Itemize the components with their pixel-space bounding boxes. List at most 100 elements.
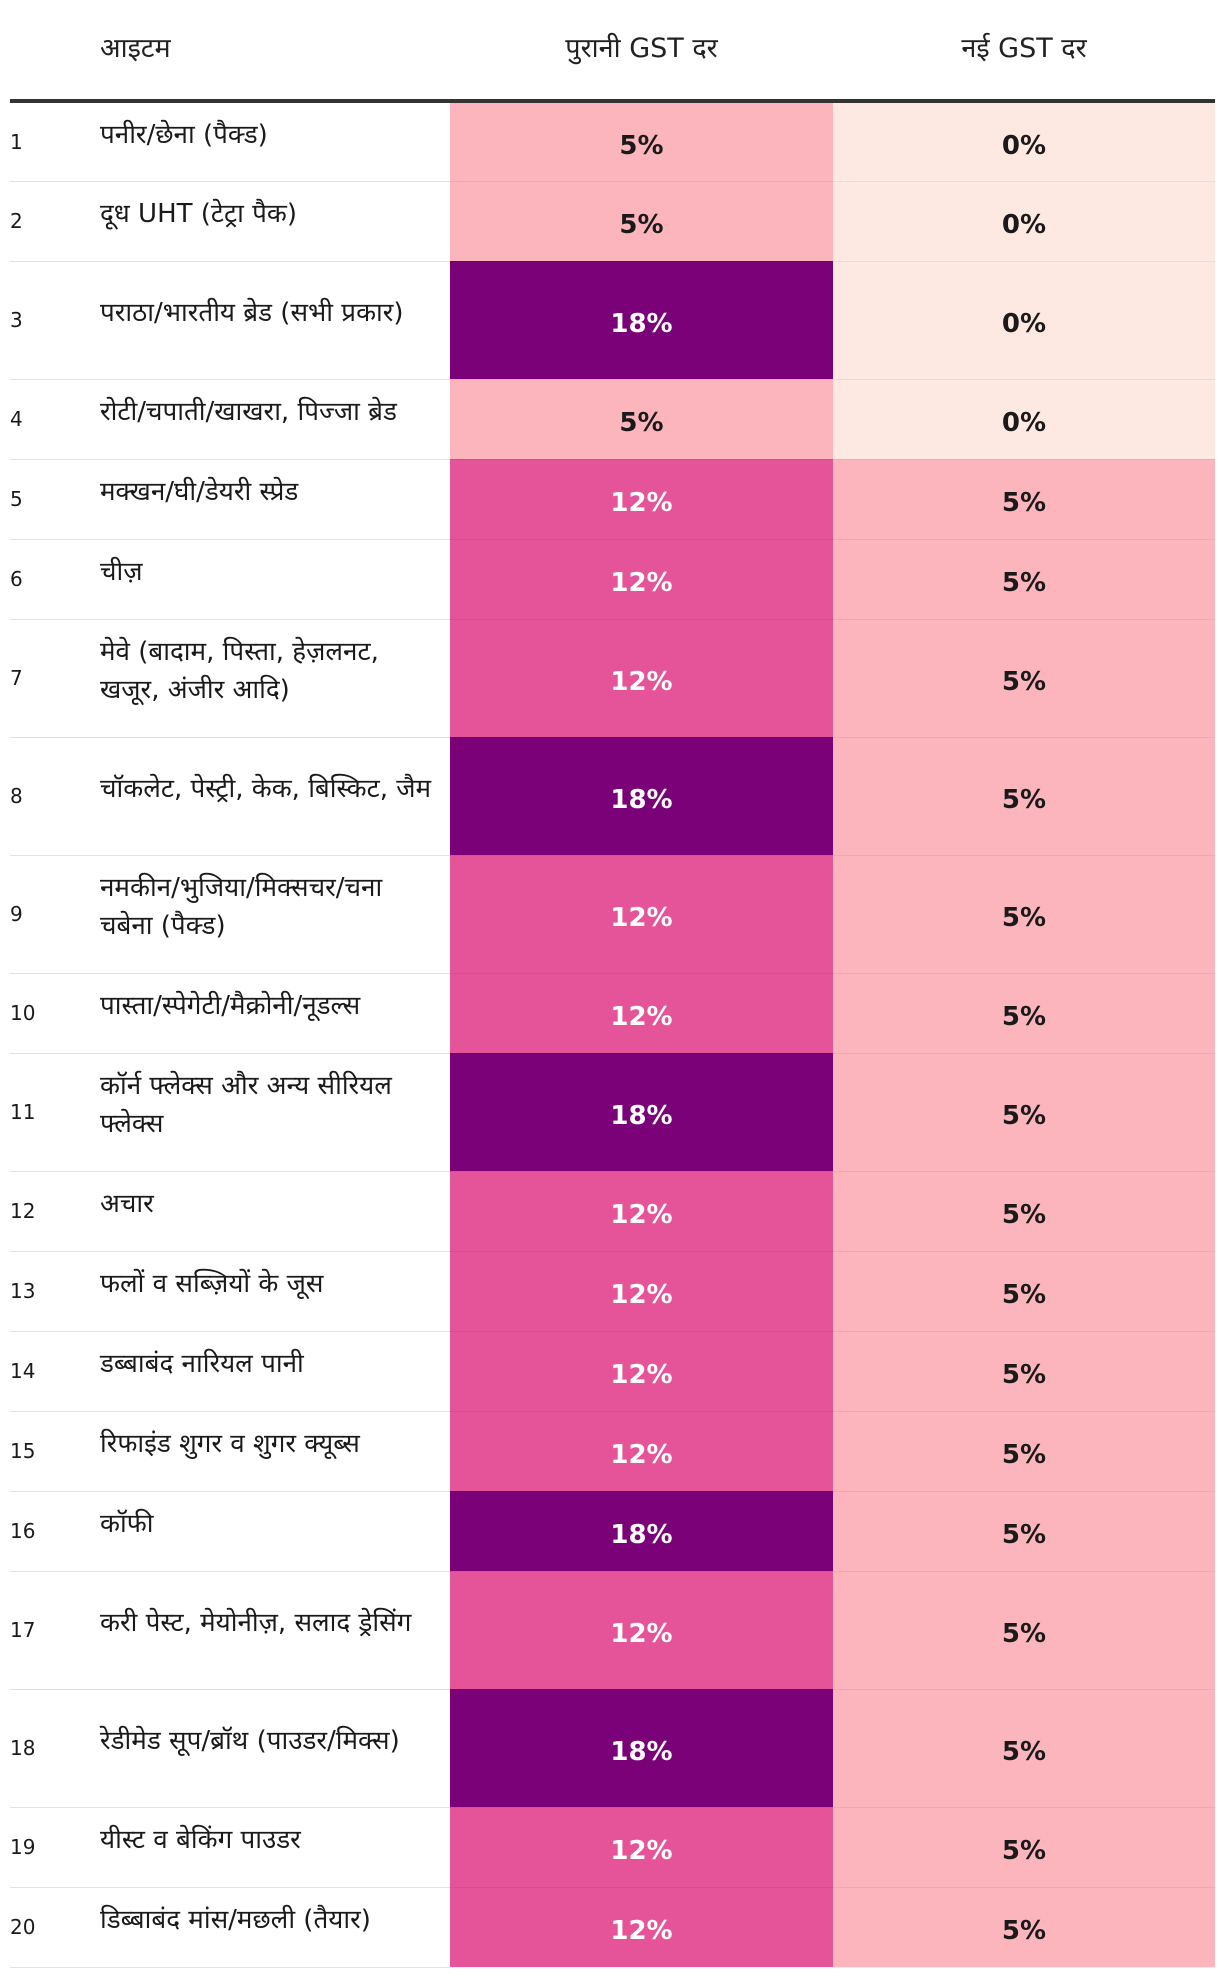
row-item-name-cell: अचार — [100, 1171, 450, 1251]
new-gst-rate-cell: 5% — [833, 539, 1215, 620]
old-gst-rate-value: 18% — [610, 1101, 673, 1131]
table-row: 6 चीज़ 12% 5% — [10, 539, 1215, 620]
row-item-name: चीज़ — [100, 557, 143, 587]
new-gst-rate-value: 5% — [1001, 1619, 1047, 1649]
old-gst-rate-cell: 12% — [450, 619, 833, 738]
row-serial-number: 13 — [10, 1279, 36, 1303]
new-gst-rate-value: 5% — [1001, 568, 1047, 598]
new-gst-rate-value: 5% — [1001, 1360, 1047, 1390]
table-row: 13 फलों व सब्ज़ियों के जूस 12% 5% — [10, 1251, 1215, 1332]
old-gst-rate-value: 12% — [610, 1836, 673, 1866]
header-serial — [10, 0, 100, 103]
old-gst-rate-value: 12% — [610, 1360, 673, 1390]
row-item-name: दूध UHT (टेट्रा पैक) — [100, 199, 298, 229]
new-gst-rate-value: 5% — [1001, 1200, 1047, 1230]
gst-rate-table-container: आइटम पुरानी GST दर नई GST दर 1 पनीर/छेना … — [10, 0, 1215, 1968]
row-item-name-cell: चीज़ — [100, 539, 450, 619]
old-gst-rate-value: 12% — [610, 1200, 673, 1230]
old-gst-rate-cell: 12% — [450, 1807, 833, 1888]
old-gst-rate-value: 12% — [610, 568, 673, 598]
table-row: 14 डब्बाबंद नारियल पानी 12% 5% — [10, 1331, 1215, 1412]
old-gst-rate-value: 12% — [610, 667, 673, 697]
old-gst-rate-value: 5% — [619, 130, 664, 161]
row-item-name: कॉफी — [100, 1509, 154, 1539]
new-gst-rate-cell: 5% — [833, 1411, 1215, 1492]
old-gst-rate-value: 12% — [610, 1619, 673, 1649]
row-item-name: चॉकलेट, पेस्ट्री, केक, बिस्किट, जैम — [100, 774, 432, 804]
new-gst-rate-cell: 5% — [833, 459, 1215, 540]
row-serial-number: 14 — [10, 1359, 36, 1383]
row-item-name-cell: नमकीन/भुजिया/मिक्सचर/चना चबेना (पैक्ड) — [100, 855, 450, 973]
new-gst-rate-cell: 5% — [833, 1807, 1215, 1888]
row-serial-number: 9 — [10, 902, 23, 926]
new-gst-rate-value: 0% — [1001, 309, 1047, 339]
new-gst-rate-cell: 0% — [833, 181, 1215, 262]
row-serial-number: 4 — [10, 407, 23, 431]
row-item-name: यीस्ट व बेकिंग पाउडर — [100, 1825, 301, 1855]
row-item-name-cell: फलों व सब्ज़ियों के जूस — [100, 1251, 450, 1331]
new-gst-rate-cell: 5% — [833, 1689, 1215, 1808]
row-item-name-cell: डिब्बाबंद मांस/मछली (तैयार) — [100, 1887, 450, 1967]
row-serial-number: 3 — [10, 308, 23, 332]
row-serial-number: 11 — [10, 1100, 36, 1124]
old-gst-rate-cell: 12% — [450, 539, 833, 620]
new-gst-rate-value: 5% — [1001, 1916, 1047, 1946]
new-gst-rate-cell: 5% — [833, 1887, 1215, 1968]
old-gst-rate-cell: 12% — [450, 1331, 833, 1412]
new-gst-rate-cell: 5% — [833, 619, 1215, 738]
row-serial-number: 10 — [10, 1001, 36, 1025]
row-item-name: नमकीन/भुजिया/मिक्सचर/चना चबेना (पैक्ड) — [100, 873, 383, 941]
old-gst-rate-cell: 18% — [450, 1689, 833, 1808]
row-item-name-cell: करी पेस्ट, मेयोनीज़, सलाद ड्रेसिंग — [100, 1571, 450, 1689]
old-gst-rate-value: 12% — [610, 1280, 673, 1310]
row-item-name-cell: दूध UHT (टेट्रा पैक) — [100, 181, 450, 261]
table-row: 15 रिफाइंड शुगर व शुगर क्यूब्स 12% 5% — [10, 1411, 1215, 1492]
old-gst-rate-value: 12% — [610, 903, 673, 933]
new-gst-rate-value: 5% — [1001, 1440, 1047, 1470]
row-serial-number: 17 — [10, 1618, 36, 1642]
row-item-name-cell: चॉकलेट, पेस्ट्री, केक, बिस्किट, जैम — [100, 737, 450, 855]
table-row: 7 मेवे (बादाम, पिस्ता, हेज़लनट, खजूर, अंज… — [10, 619, 1215, 738]
row-item-name: फलों व सब्ज़ियों के जूस — [100, 1269, 324, 1299]
new-gst-rate-cell: 5% — [833, 973, 1215, 1054]
new-gst-rate-value: 5% — [1001, 1101, 1047, 1131]
row-item-name-cell: रेडीमेड सूप/ब्रॉथ (पाउडर/मिक्स) — [100, 1689, 450, 1807]
row-serial-number: 20 — [10, 1915, 36, 1939]
header-row: आइटम पुरानी GST दर नई GST दर — [10, 0, 1215, 103]
new-gst-rate-cell: 5% — [833, 1571, 1215, 1690]
old-gst-rate-cell: 18% — [450, 1491, 833, 1572]
new-gst-rate-value: 5% — [1001, 1002, 1047, 1032]
row-item-name: पराठा/भारतीय ब्रेड (सभी प्रकार) — [100, 298, 404, 328]
row-item-name-cell: रिफाइंड शुगर व शुगर क्यूब्स — [100, 1411, 450, 1491]
table-row: 17 करी पेस्ट, मेयोनीज़, सलाद ड्रेसिंग 12% 5… — [10, 1571, 1215, 1690]
old-gst-rate-cell: 12% — [450, 1411, 833, 1492]
old-gst-rate-cell: 5% — [450, 379, 833, 460]
old-gst-rate-cell: 12% — [450, 1571, 833, 1690]
table-row: 4 रोटी/चपाती/खाखरा, पिज्जा ब्रेड 5% 0% — [10, 379, 1215, 460]
table-row: 11 कॉर्न फ्लेक्स और अन्य सीरियल फ्लेक्स 18… — [10, 1053, 1215, 1172]
new-gst-rate-cell: 5% — [833, 855, 1215, 974]
old-gst-rate-cell: 18% — [450, 737, 833, 856]
table-row: 1 पनीर/छेना (पैक्ड) 5% 0% — [10, 101, 1215, 182]
old-gst-rate-cell: 12% — [450, 1887, 833, 1968]
row-item-name: डब्बाबंद नारियल पानी — [100, 1349, 304, 1379]
row-item-name: पनीर/छेना (पैक्ड) — [100, 119, 268, 150]
table-row: 9 नमकीन/भुजिया/मिक्सचर/चना चबेना (पैक्ड) 1… — [10, 855, 1215, 974]
old-gst-rate-cell: 5% — [450, 101, 833, 182]
table-row: 18 रेडीमेड सूप/ब्रॉथ (पाउडर/मिक्स) 18% 5% — [10, 1689, 1215, 1808]
old-gst-rate-value: 12% — [610, 1002, 673, 1032]
new-gst-rate-value: 5% — [1001, 785, 1047, 815]
table-row: 20 डिब्बाबंद मांस/मछली (तैयार) 12% 5% — [10, 1887, 1215, 1968]
new-gst-rate-value: 5% — [1001, 1520, 1047, 1550]
row-serial-number: 12 — [10, 1199, 36, 1223]
old-gst-rate-value: 5% — [619, 210, 664, 240]
row-item-name-cell: मक्खन/घी/डेयरी स्प्रेड — [100, 459, 450, 539]
new-gst-rate-value: 5% — [1001, 667, 1047, 697]
header-item: आइटम — [100, 0, 450, 103]
new-gst-rate-cell: 5% — [833, 1491, 1215, 1572]
table-row: 5 मक्खन/घी/डेयरी स्प्रेड 12% 5% — [10, 459, 1215, 540]
old-gst-rate-cell: 5% — [450, 181, 833, 262]
new-gst-rate-cell: 5% — [833, 737, 1215, 856]
row-serial-number: 2 — [10, 209, 23, 233]
old-gst-rate-value: 12% — [610, 488, 673, 518]
